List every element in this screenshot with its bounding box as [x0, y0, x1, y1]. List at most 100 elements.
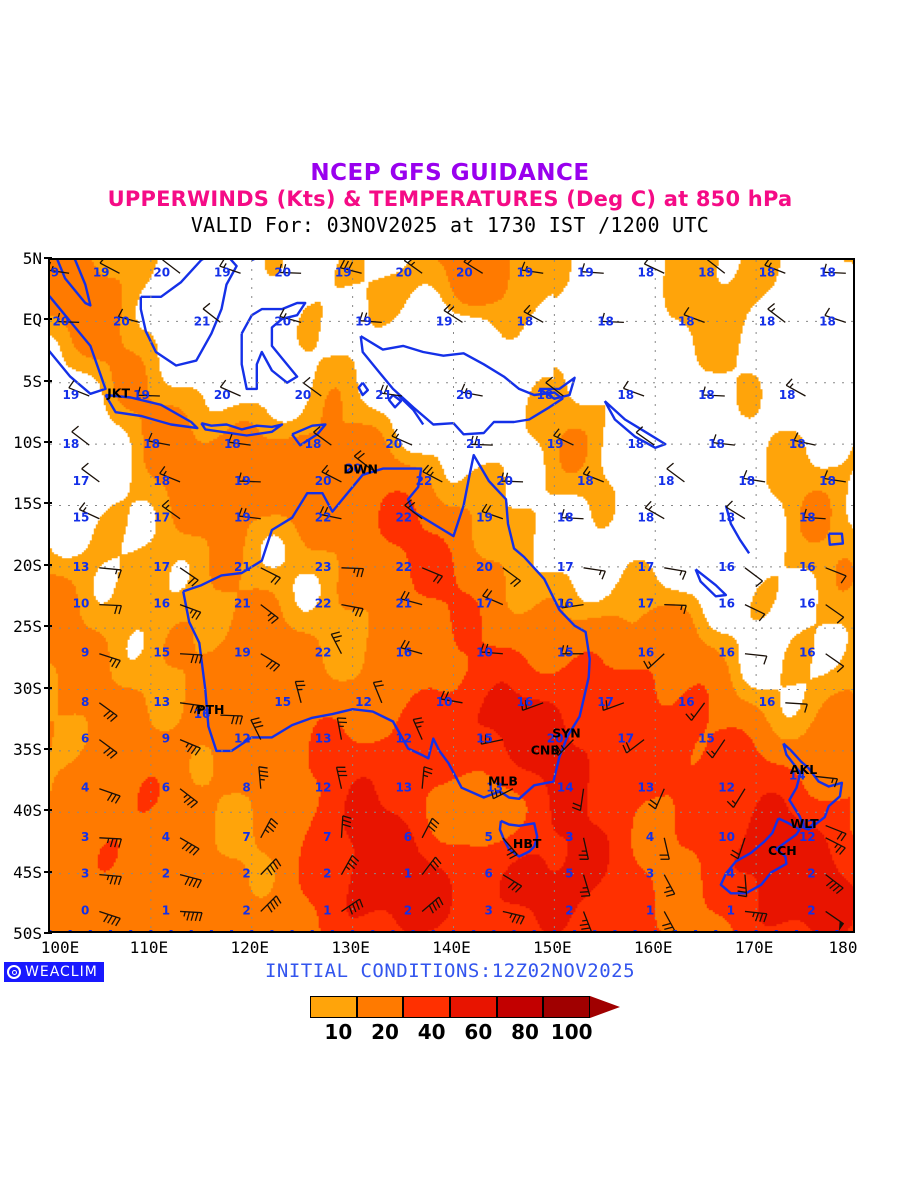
city-label-layer: JKT DWN PTH SYN CNB MLB HBT AKL WLT CCH — [106, 385, 819, 858]
svg-text:15: 15 — [476, 732, 493, 746]
svg-text:16: 16 — [395, 646, 412, 660]
svg-text:18: 18 — [738, 474, 755, 488]
svg-text:16: 16 — [718, 560, 735, 574]
svg-text:3: 3 — [565, 830, 573, 844]
svg-text:18: 18 — [658, 474, 675, 488]
svg-text:16: 16 — [799, 560, 816, 574]
colorbar-right-arrow — [590, 996, 620, 1018]
svg-text:1: 1 — [323, 903, 331, 917]
svg-text:18: 18 — [638, 511, 655, 525]
svg-text:18: 18 — [63, 437, 80, 451]
svg-text:8: 8 — [81, 695, 89, 709]
svg-text:18: 18 — [819, 265, 836, 279]
svg-text:2: 2 — [242, 903, 250, 917]
svg-text:18: 18 — [718, 511, 735, 525]
svg-text:18: 18 — [678, 314, 695, 328]
svg-text:6: 6 — [404, 830, 412, 844]
svg-text:12: 12 — [395, 732, 412, 746]
svg-text:13: 13 — [315, 732, 332, 746]
svg-text:18: 18 — [516, 314, 533, 328]
coastline — [719, 817, 801, 895]
svg-text:17: 17 — [617, 732, 634, 746]
city-label-HBT: HBT — [513, 836, 542, 851]
coastline — [56, 260, 92, 307]
svg-text:18: 18 — [638, 265, 655, 279]
svg-text:18: 18 — [819, 474, 836, 488]
svg-text:6: 6 — [162, 781, 170, 795]
svg-text:10: 10 — [718, 830, 735, 844]
svg-text:19: 19 — [516, 265, 533, 279]
svg-text:10: 10 — [476, 646, 493, 660]
coastline — [387, 394, 403, 409]
svg-text:20: 20 — [214, 388, 231, 402]
y-axis-tick-20S: 20S — [13, 555, 42, 575]
svg-text:17: 17 — [557, 560, 574, 574]
colorbar-segment-3 — [450, 996, 497, 1018]
svg-text:3: 3 — [81, 867, 89, 881]
svg-text:17: 17 — [73, 474, 90, 488]
svg-text:18: 18 — [577, 474, 594, 488]
svg-text:16: 16 — [678, 695, 695, 709]
weaclim-logo-text: WEACLIM — [25, 964, 98, 980]
svg-text:22: 22 — [416, 474, 433, 488]
svg-text:7: 7 — [323, 830, 331, 844]
svg-text:15: 15 — [73, 511, 90, 525]
colorbar-segment-5 — [543, 996, 590, 1018]
svg-text:20: 20 — [496, 474, 513, 488]
svg-text:13: 13 — [153, 695, 170, 709]
svg-text:12: 12 — [315, 781, 332, 795]
city-label-JKT: JKT — [106, 385, 130, 400]
colorbar-legend: 10 20 40 60 80 100 — [0, 995, 900, 1046]
map-plot-area[interactable]: 1919201920192020191918181818202021201919… — [48, 258, 855, 933]
svg-text:6: 6 — [484, 867, 492, 881]
colorbar-segment-1 — [356, 996, 404, 1018]
weaclim-logo[interactable]: WEACLIM — [4, 962, 104, 982]
svg-text:20: 20 — [345, 462, 362, 476]
svg-text:13: 13 — [395, 781, 412, 795]
svg-text:12: 12 — [799, 830, 816, 844]
city-label-PTH: PTH — [196, 702, 224, 717]
svg-text:19: 19 — [133, 388, 150, 402]
svg-text:2: 2 — [162, 867, 170, 881]
coastline — [694, 568, 728, 598]
svg-text:4: 4 — [81, 781, 89, 795]
coastline — [357, 381, 369, 397]
y-axis-tickmark — [44, 747, 52, 750]
svg-text:16: 16 — [516, 695, 533, 709]
svg-text:0: 0 — [81, 903, 89, 917]
svg-text:22: 22 — [395, 511, 412, 525]
colorbar-swatches[interactable] — [279, 995, 620, 1019]
city-label-WLT: WLT — [790, 816, 819, 831]
city-label-DWN: DWN — [343, 462, 378, 477]
y-axis-tickmark — [44, 257, 52, 259]
y-axis-tickmark — [44, 379, 52, 382]
colorbar-tick-100: 100 — [550, 1020, 593, 1044]
svg-text:6: 6 — [81, 732, 89, 746]
svg-text:17: 17 — [597, 695, 614, 709]
svg-text:20: 20 — [52, 314, 69, 328]
svg-text:10: 10 — [436, 695, 453, 709]
colorbar-tick-labels: 10 20 40 60 80 100 — [280, 1020, 620, 1046]
svg-text:18: 18 — [143, 437, 160, 451]
y-axis-tick-45S: 45S — [13, 862, 42, 882]
svg-text:20: 20 — [315, 474, 332, 488]
colorbar-tick-40: 40 — [417, 1020, 446, 1044]
coastline — [291, 423, 327, 447]
svg-text:3: 3 — [646, 867, 654, 881]
svg-text:22: 22 — [395, 560, 412, 574]
svg-text:19: 19 — [355, 314, 372, 328]
svg-text:18: 18 — [759, 314, 776, 328]
svg-text:12: 12 — [355, 695, 372, 709]
svg-text:18: 18 — [698, 388, 715, 402]
svg-text:16: 16 — [557, 597, 574, 611]
svg-text:3: 3 — [81, 830, 89, 844]
svg-text:20: 20 — [547, 732, 564, 746]
svg-text:20: 20 — [295, 388, 312, 402]
svg-text:8: 8 — [242, 781, 250, 795]
svg-text:5: 5 — [565, 867, 573, 881]
svg-text:16: 16 — [194, 707, 211, 721]
svg-text:20: 20 — [456, 388, 473, 402]
svg-text:17: 17 — [476, 597, 493, 611]
x-axis-tick-180: 180 — [828, 938, 858, 957]
svg-text:22: 22 — [315, 646, 332, 660]
